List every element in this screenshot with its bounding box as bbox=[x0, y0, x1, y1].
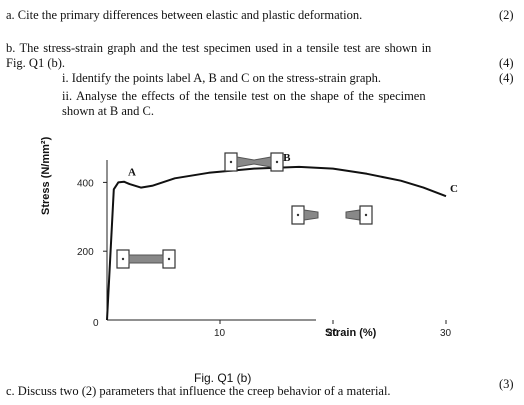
x-tick-label: 10 bbox=[214, 328, 226, 339]
question-a-marks: (2) bbox=[499, 8, 514, 22]
question-c: c. Discuss two (2) parameters that influ… bbox=[6, 384, 391, 398]
figure-caption: Fig. Q1 (b) bbox=[194, 371, 252, 385]
x-tick-label: 20 bbox=[327, 328, 339, 339]
y-tick-label: 400 bbox=[77, 178, 94, 189]
question-b-marks-1: (4) bbox=[499, 56, 514, 70]
question-b-marks-2: (4) bbox=[499, 71, 514, 85]
question-b-ii-line1: ii. Analyse the effects of the tensile t… bbox=[62, 89, 426, 103]
point-label-a: A bbox=[128, 167, 136, 179]
x-tick-label: 30 bbox=[440, 328, 452, 339]
question-b-ii-line2: shown at B and C. bbox=[62, 104, 155, 118]
y-axis-label: Stress (N/mm²) bbox=[40, 136, 52, 215]
point-label-b: B bbox=[283, 152, 291, 164]
y-tick-label: 200 bbox=[77, 247, 94, 258]
question-a: a. Cite the primary differences between … bbox=[6, 8, 363, 22]
question-c-marks: (3) bbox=[499, 377, 514, 391]
question-b-i: i. Identify the points label A, B and C … bbox=[62, 71, 382, 85]
point-label-c: C bbox=[450, 183, 458, 195]
question-b-line2: Fig. Q1 (b). bbox=[6, 56, 66, 70]
x-axis-label: Strain (%) bbox=[325, 327, 377, 339]
specimen-initial bbox=[116, 249, 176, 269]
specimen-b bbox=[224, 152, 284, 172]
stress-strain-curve bbox=[106, 165, 447, 321]
question-b-line1: b. The stress-strain graph and the test … bbox=[6, 41, 432, 55]
specimen-c-fractured bbox=[291, 205, 373, 225]
y-tick-label: 0 bbox=[93, 318, 99, 329]
